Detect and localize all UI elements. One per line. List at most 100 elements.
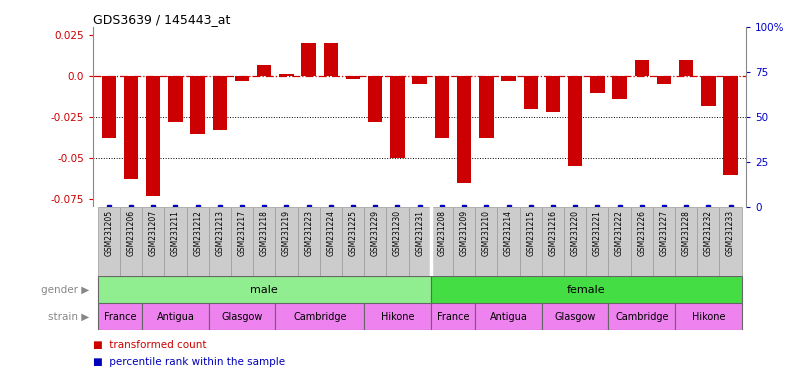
Bar [276,303,364,330]
Bar [208,303,276,330]
Text: male: male [251,285,278,295]
Text: Hikone: Hikone [692,312,725,322]
Bar [342,207,364,276]
Text: GSM231227: GSM231227 [659,210,668,256]
Text: ■  percentile rank within the sample: ■ percentile rank within the sample [93,357,285,367]
Bar [657,76,672,84]
Text: GSM231228: GSM231228 [682,210,691,256]
Bar [120,207,142,276]
Bar [279,74,294,76]
Text: France: France [104,312,136,322]
Text: GSM231224: GSM231224 [326,210,336,256]
Text: GSM231207: GSM231207 [148,210,157,256]
Text: GSM231217: GSM231217 [238,210,247,256]
Text: Cambridge: Cambridge [615,312,668,322]
Bar [409,207,431,276]
Bar [368,76,383,122]
Text: GSM231231: GSM231231 [415,210,424,256]
Bar [546,76,560,112]
Bar [364,207,386,276]
Text: GSM231206: GSM231206 [127,210,135,256]
Text: GSM231205: GSM231205 [105,210,114,256]
Bar [586,207,608,276]
Bar [564,207,586,276]
Text: GSM231209: GSM231209 [460,210,469,256]
Text: GDS3639 / 145443_at: GDS3639 / 145443_at [93,13,230,26]
Bar [675,303,742,330]
Bar [435,76,449,139]
Text: strain ▶: strain ▶ [48,312,89,322]
Text: GSM231215: GSM231215 [526,210,535,256]
Bar [97,276,431,303]
Bar [146,76,161,196]
Bar [431,207,453,276]
Text: GSM231219: GSM231219 [282,210,291,256]
Bar [431,276,742,303]
Bar [97,303,142,330]
Bar [453,207,475,276]
Bar [97,207,120,276]
Bar [431,303,475,330]
Text: France: France [437,312,470,322]
Bar [124,76,138,179]
Bar [320,207,342,276]
Bar [231,207,253,276]
Bar [302,43,315,76]
Bar [697,207,719,276]
Bar [345,76,360,79]
Bar [568,76,582,166]
Bar [634,60,649,76]
Bar [324,43,338,76]
Bar [542,303,608,330]
Text: GSM231223: GSM231223 [304,210,313,256]
Text: GSM231232: GSM231232 [704,210,713,256]
Bar [235,76,249,81]
Text: Antigua: Antigua [157,312,195,322]
Bar [608,303,675,330]
Bar [675,207,697,276]
Bar [679,60,693,76]
Bar [390,76,405,158]
Text: GSM231226: GSM231226 [637,210,646,256]
Text: GSM231222: GSM231222 [615,210,624,256]
Text: GSM231214: GSM231214 [504,210,513,256]
Text: GSM231208: GSM231208 [437,210,446,256]
Bar [165,207,187,276]
Bar [608,207,631,276]
Text: GSM231211: GSM231211 [171,210,180,256]
Bar [479,76,494,139]
Bar [612,76,627,99]
Text: Glasgow: Glasgow [221,312,263,322]
Bar [520,207,542,276]
Bar [653,207,675,276]
Text: GSM231216: GSM231216 [548,210,557,256]
Bar [142,207,165,276]
Bar [187,207,208,276]
Bar [702,76,715,106]
Text: GSM231212: GSM231212 [193,210,202,256]
Text: GSM231230: GSM231230 [393,210,402,256]
Text: GSM231229: GSM231229 [371,210,380,256]
Bar [590,76,604,93]
Text: GSM231225: GSM231225 [349,210,358,256]
Bar [719,207,742,276]
Text: Antigua: Antigua [490,312,527,322]
Bar [475,207,497,276]
Text: gender ▶: gender ▶ [41,285,89,295]
Text: GSM231218: GSM231218 [260,210,268,256]
Text: GSM231210: GSM231210 [482,210,491,256]
Bar [497,207,520,276]
Text: female: female [567,285,606,295]
Text: Hikone: Hikone [380,312,414,322]
Bar [168,76,182,122]
Bar [723,76,738,175]
Bar [212,76,227,130]
Bar [631,207,653,276]
Bar [142,303,208,330]
Bar [457,76,471,183]
Bar [191,76,205,134]
Bar [253,207,276,276]
Bar [276,207,298,276]
Bar [501,76,516,81]
Bar [386,207,409,276]
